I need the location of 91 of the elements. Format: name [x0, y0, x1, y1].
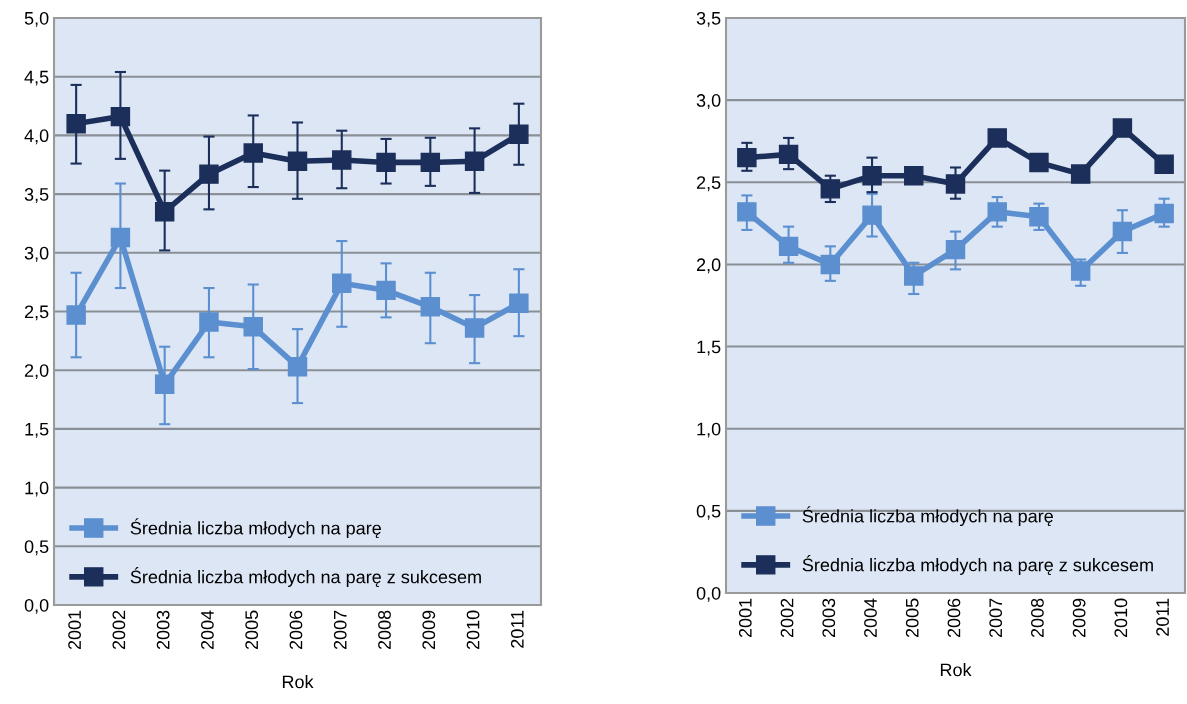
- point: [376, 152, 396, 173]
- legend-label: Średnia liczba młodych na parę z sukcesem: [802, 555, 1153, 575]
- y-tick-label: 2,5: [24, 305, 49, 321]
- point: [945, 174, 966, 194]
- point: [1112, 221, 1133, 242]
- point: [1070, 164, 1091, 184]
- y-tick-label: 0,5: [24, 540, 49, 556]
- legend-label: Średnia liczba młodych na parę z sukcesem: [130, 567, 481, 587]
- y-tick-label: 4,5: [24, 70, 49, 86]
- y-tick-label: 2,0: [24, 364, 49, 380]
- x-tick-label: 2004: [864, 598, 877, 638]
- x-tick-label: 2005: [905, 598, 919, 638]
- y-tick-label: 1,5: [697, 340, 721, 356]
- point: [1112, 118, 1133, 138]
- point: [1154, 203, 1174, 224]
- point: [154, 374, 175, 395]
- x-tick-label: 2011: [510, 610, 524, 648]
- x-tick-label: 2005: [245, 610, 259, 650]
- x-tick-label: 2006: [947, 598, 961, 638]
- y-tick-label: 0,5: [696, 504, 721, 520]
- y-tick-label: 4,0: [24, 129, 49, 145]
- point: [862, 165, 882, 186]
- point: [243, 143, 263, 163]
- y-tick-label: 2,5: [696, 176, 721, 192]
- point: [778, 144, 799, 165]
- point: [987, 202, 1007, 222]
- x-tick-label: 2001: [68, 610, 81, 650]
- point: [420, 152, 441, 173]
- point: [420, 297, 441, 317]
- point: [287, 356, 308, 377]
- point: [1029, 152, 1049, 173]
- point: [110, 227, 131, 248]
- y-tick-label: 1,0: [25, 481, 49, 497]
- point: [1070, 261, 1091, 281]
- y-tick-label: 0,0: [696, 586, 721, 602]
- y-tick-label: 2,0: [696, 258, 721, 274]
- point: [820, 179, 841, 199]
- y-tick-label: 3,5: [24, 188, 49, 203]
- x-tick-label: 2009: [1072, 598, 1086, 638]
- point: [66, 305, 86, 325]
- legend-label: Średnia liczba młodych na parę: [130, 518, 381, 539]
- point: [945, 239, 966, 260]
- point: [904, 266, 924, 286]
- y-tick-label: 3,0: [24, 246, 49, 262]
- x-tick-label: 2011: [1156, 598, 1169, 636]
- y-tick-label: 3,0: [696, 94, 721, 109]
- point: [332, 150, 352, 170]
- x-axis-title: Rok: [282, 675, 314, 689]
- point: [332, 273, 352, 294]
- x-tick-label: 2007: [989, 598, 1003, 638]
- point: [1029, 207, 1049, 227]
- point: [199, 164, 219, 184]
- point: [110, 106, 131, 127]
- point: [199, 312, 219, 332]
- x-tick-label: 2004: [201, 610, 214, 650]
- x-tick-label: 2008: [378, 610, 391, 650]
- y-tick-label: 1,5: [25, 423, 49, 438]
- point: [464, 151, 485, 171]
- point: [66, 113, 86, 134]
- y-tick-label: 0,0: [24, 598, 49, 614]
- x-axis-title: Rok: [940, 663, 972, 677]
- point: [376, 280, 396, 301]
- y-tick-label: 3,5: [696, 11, 721, 27]
- point: [243, 317, 263, 337]
- point: [1154, 154, 1174, 174]
- point: [509, 124, 529, 144]
- y-tick-label: 5,0: [24, 11, 49, 27]
- x-tick-label: 2002: [112, 610, 126, 650]
- x-tick-label: 2010: [1114, 598, 1128, 638]
- point: [904, 165, 924, 186]
- x-tick-label: 2001: [738, 598, 752, 638]
- x-tick-label: 2007: [333, 610, 347, 650]
- x-tick-label: 2006: [289, 610, 303, 650]
- point: [820, 254, 841, 275]
- point: [987, 128, 1007, 148]
- legend-label: Średnia liczba młodych na parę: [802, 506, 1053, 527]
- point: [737, 202, 757, 222]
- point: [509, 293, 529, 314]
- point: [287, 151, 308, 171]
- point: [862, 205, 882, 225]
- x-tick-label: 2002: [780, 598, 794, 638]
- y-tick-label: 1,0: [697, 422, 721, 438]
- x-tick-label: 2003: [156, 610, 170, 650]
- point: [778, 236, 799, 257]
- point: [154, 201, 175, 222]
- x-tick-label: 2008: [1031, 598, 1044, 638]
- x-tick-label: 2003: [822, 598, 836, 638]
- x-tick-label: 2010: [466, 610, 480, 650]
- x-tick-label: 2009: [422, 610, 436, 650]
- point: [737, 147, 757, 168]
- point: [464, 318, 485, 338]
